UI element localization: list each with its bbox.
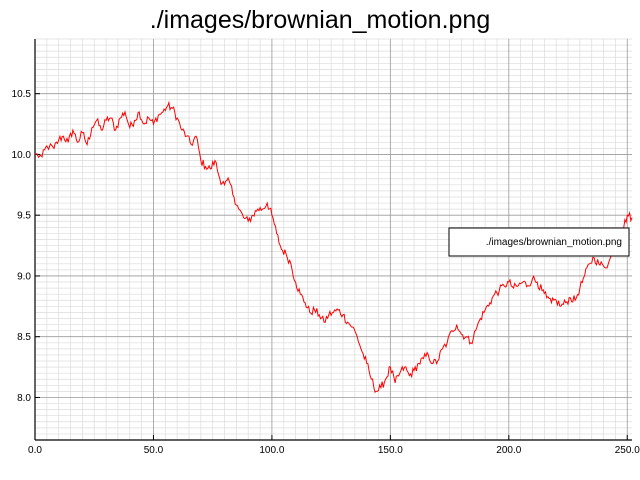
y-tick-label: 9.0 xyxy=(17,271,31,282)
legend: ./images/brownian_motion.png xyxy=(448,227,630,257)
axes: 0.0 50.0 100.0 150.0 200.0 250.0 8.0 8.5 9.0 9.5 1… xyxy=(12,39,640,456)
y-tick-label: 10.5 xyxy=(12,89,32,100)
y-tick-label: 9.5 xyxy=(17,211,31,222)
legend-entry-label: ./images/brownian_motion.png xyxy=(486,237,622,248)
x-tick-label: 150.0 xyxy=(378,445,403,456)
series-layer xyxy=(34,100,633,394)
y-tick-label: 8.5 xyxy=(17,332,31,343)
x-tick-label: 0.0 xyxy=(28,445,42,456)
chart-title: ./images/brownian_motion.png xyxy=(149,6,491,34)
x-tick-label: 50.0 xyxy=(144,445,164,456)
x-tick-label: 200.0 xyxy=(496,445,521,456)
series-line xyxy=(34,100,633,394)
y-tick-label: 8.0 xyxy=(17,393,31,404)
x-tick-label: 100.0 xyxy=(259,445,284,456)
legend-box xyxy=(448,227,630,257)
grid xyxy=(34,38,632,441)
x-tick-label: 250.0 xyxy=(615,445,640,456)
y-tick-label: 10.0 xyxy=(12,150,32,161)
